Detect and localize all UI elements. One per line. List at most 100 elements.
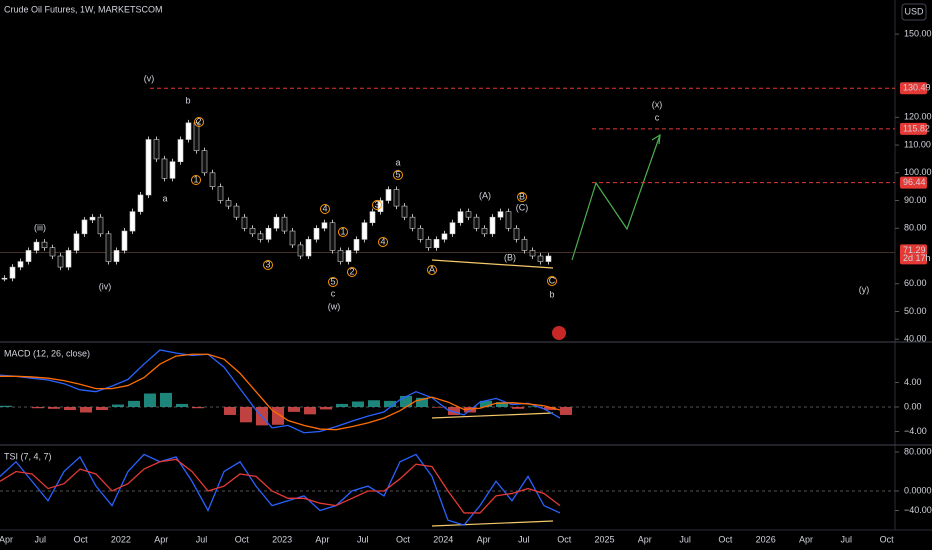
histogram-bar <box>560 406 572 415</box>
indicator-tick-label: 4.00 <box>904 377 922 387</box>
wave-label: c <box>655 112 660 122</box>
candle <box>505 211 512 229</box>
candle <box>377 200 384 212</box>
event-icon[interactable] <box>552 326 566 340</box>
candle <box>161 158 168 179</box>
indicator-tick-label: −4.00 <box>904 426 927 436</box>
histogram-bar <box>368 400 380 407</box>
candle <box>137 194 144 212</box>
histogram-bar <box>0 405 12 407</box>
histogram-bar <box>544 406 556 411</box>
candle <box>1 277 8 280</box>
histogram-bar <box>384 400 396 407</box>
currency[interactable]: USD <box>904 6 924 16</box>
price-tag <box>900 82 927 95</box>
time-tick-label: 2026 <box>756 534 776 544</box>
candle <box>481 227 488 235</box>
price-tag <box>900 122 927 135</box>
candle <box>257 233 264 240</box>
candle <box>177 139 184 163</box>
last-price-label: 71.29 <box>903 245 926 255</box>
price-tag-label: 115.82 <box>903 123 930 133</box>
price-tag-label: 130.49 <box>903 83 931 93</box>
time-tick-label: 2023 <box>272 534 292 544</box>
time-tick-label: Jul <box>357 534 369 544</box>
indicator-tick-label: 0.0000 <box>904 485 932 495</box>
wave-label: 1 <box>340 226 345 236</box>
macd-title: MACD (12, 26, close) <box>4 348 90 358</box>
wave-circle <box>320 204 330 214</box>
wave-label: (iii) <box>34 222 46 232</box>
time-tick-label: Apr <box>154 534 168 544</box>
indicator-tick-label: 80.0000 <box>904 446 932 456</box>
histogram-bar <box>128 400 140 407</box>
wave-label: (v) <box>144 73 155 83</box>
wave-label: B <box>519 191 525 201</box>
histogram-bar <box>352 401 364 407</box>
candle <box>33 241 40 251</box>
wave-circle <box>393 170 403 180</box>
candle <box>545 255 552 262</box>
projection-path <box>571 134 661 261</box>
price-tick-label: 50.00 <box>904 306 927 316</box>
candle <box>57 255 64 268</box>
candle <box>145 139 152 196</box>
wave-label: b <box>185 95 190 105</box>
candle <box>537 255 544 262</box>
wave-label: a <box>162 193 167 203</box>
symbol-title: Crude Oil Futures, 1W, MARKETSCOM <box>4 4 163 14</box>
candle <box>361 222 368 240</box>
wave-circle <box>191 175 201 185</box>
wave-circle <box>338 227 348 237</box>
candle <box>169 161 176 179</box>
histogram-bar <box>448 406 460 415</box>
candle <box>273 216 280 229</box>
indicator-tick-label: −40.0000 <box>904 505 932 515</box>
time-tick-label: Oct <box>557 534 572 544</box>
candle <box>185 122 192 140</box>
wave-label: b <box>549 289 554 299</box>
wave-label: 3 <box>374 199 379 209</box>
price-tick-label: 100.00 <box>904 167 932 177</box>
price-tick-label: 60.00 <box>904 278 927 288</box>
wave-label: a <box>395 157 400 167</box>
candle <box>521 239 528 251</box>
histogram-bar <box>480 400 492 407</box>
trend-line <box>431 520 554 527</box>
time-tick-label: Apr <box>315 534 329 544</box>
last-price-tag <box>900 244 927 265</box>
candle <box>129 211 136 232</box>
wave-circle <box>263 260 273 270</box>
price-tick-label: 150.00 <box>904 28 932 38</box>
price-tag <box>900 176 927 189</box>
wave-circle <box>347 267 357 277</box>
candle <box>321 222 328 229</box>
candle <box>113 250 120 262</box>
wave-label: (w) <box>328 301 341 311</box>
indicator-line <box>0 453 561 526</box>
candle <box>289 230 296 246</box>
candle <box>305 239 312 257</box>
candle <box>297 244 304 257</box>
wave-circle <box>517 192 527 202</box>
candle <box>97 216 104 235</box>
candle <box>225 200 232 207</box>
wave-label: 5 <box>395 169 400 179</box>
candle <box>233 205 240 218</box>
candle <box>249 227 256 235</box>
candle <box>513 227 520 240</box>
candle <box>241 216 248 229</box>
candle <box>369 211 376 224</box>
candle <box>393 189 400 207</box>
wave-label: 5 <box>330 276 335 286</box>
indicator-line <box>0 349 561 434</box>
currency-box[interactable] <box>901 3 927 21</box>
wave-circle <box>547 276 557 286</box>
candle <box>153 139 160 160</box>
price-tick-label: 40.00 <box>904 334 927 344</box>
candle <box>265 227 272 240</box>
candle <box>41 241 48 248</box>
candle <box>441 233 448 240</box>
wave-label: 3 <box>265 259 270 269</box>
price-tick-label: 110.00 <box>904 139 931 149</box>
